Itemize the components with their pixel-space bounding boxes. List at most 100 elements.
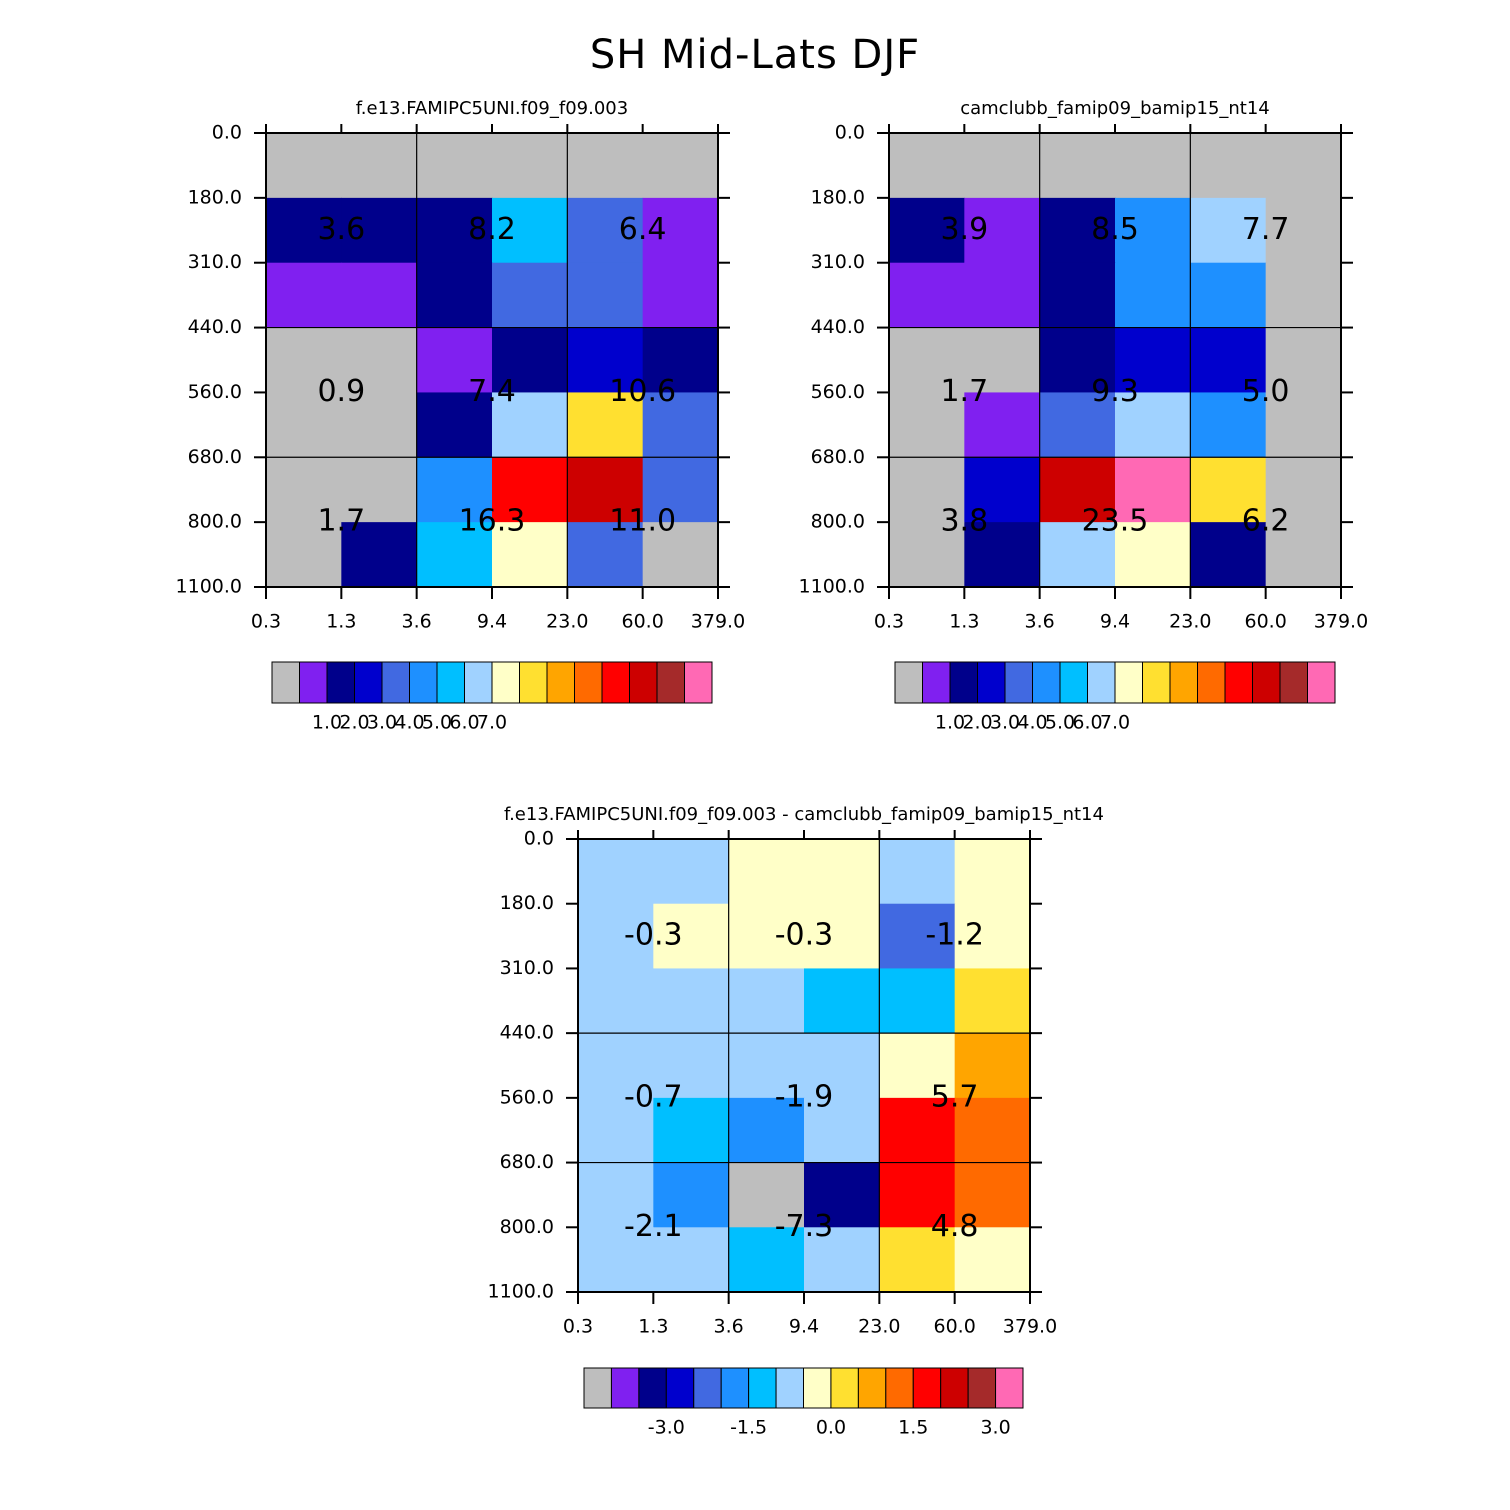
heatmap-cell <box>578 1097 654 1164</box>
heatmap-cell <box>567 133 644 199</box>
heatmap-cell <box>416 392 493 458</box>
heatmap-cell <box>964 133 1041 199</box>
colorbar-swatch <box>1059 661 1088 704</box>
colorbar-label: 1.5 <box>898 1417 928 1439</box>
colorbar-swatch <box>1142 661 1171 704</box>
heatmap-cell <box>642 522 719 588</box>
heatmap-cell <box>578 903 654 970</box>
heatmap-panel-2: 0.3 1.3 3.6 9.4 23.0 60.0 379.0 0.0 180.0 310.0 44… <box>799 98 1369 734</box>
heatmap-cell <box>341 262 418 329</box>
heatmap-cell <box>642 197 719 264</box>
y-tick-label: 180.0 <box>188 186 242 208</box>
heatmap-cell <box>341 133 418 199</box>
colorbar-swatch <box>775 1367 804 1409</box>
heatmap-cell <box>1039 327 1116 394</box>
y-tick-label: 560.0 <box>188 381 242 403</box>
heatmap-cell <box>964 392 1041 458</box>
colorbar-swatch <box>574 661 603 704</box>
colorbar-label: 1.0 <box>312 712 342 734</box>
heatmap-cell <box>653 1033 730 1099</box>
colorbar-label: 3.0 <box>990 712 1020 734</box>
heatmap-cell <box>964 197 1041 264</box>
cell-value-label: 5.0 <box>1242 374 1290 409</box>
colorbar-swatch <box>995 1367 1024 1409</box>
x-tick-label: 9.4 <box>789 1316 819 1338</box>
heatmap-cell <box>567 457 644 523</box>
heatmap-cell <box>341 522 418 588</box>
heatmap-cell <box>954 968 1031 1034</box>
colorbar-swatch <box>436 661 465 704</box>
heatmap-cell <box>954 1033 1031 1099</box>
heatmap-cell <box>728 839 805 905</box>
heatmap-cell <box>653 1162 730 1228</box>
y-tick-label: 1100.0 <box>799 576 865 598</box>
heatmap-cell <box>653 903 730 970</box>
heatmap-cell <box>804 903 880 970</box>
colorbar-swatch <box>491 661 520 704</box>
cell-value-label: 10.6 <box>609 374 676 409</box>
heatmap-cell <box>804 839 880 905</box>
colorbar-swatch <box>977 661 1006 704</box>
colorbar-swatch <box>1032 661 1061 704</box>
heatmap-cell <box>964 262 1041 329</box>
heatmap-cell <box>492 522 568 588</box>
heatmap-cell <box>1039 133 1116 199</box>
y-tick-label: 560.0 <box>500 1086 554 1108</box>
heatmap-cell <box>642 133 719 199</box>
heatmap-cell <box>416 262 493 329</box>
heatmap-cell <box>879 1227 956 1293</box>
heatmap-cell <box>728 1162 805 1228</box>
cell-value-label: 7.7 <box>1242 212 1290 247</box>
colorbar-swatch <box>464 661 493 704</box>
heatmap-cell <box>889 197 965 264</box>
colorbar-swatch <box>601 661 630 704</box>
colorbar-swatch <box>748 1367 777 1409</box>
y-tick-label: 0.0 <box>212 122 242 144</box>
colorbar-swatch <box>1114 661 1143 704</box>
heatmap-cell <box>728 968 805 1034</box>
colorbar-label: 7.0 <box>1100 712 1130 734</box>
heatmap-cell <box>1265 327 1342 394</box>
heatmap-cell <box>1265 133 1342 199</box>
heatmap-cell <box>728 1097 805 1164</box>
colorbar-swatch <box>381 661 410 704</box>
heatmap-cell <box>1265 262 1342 329</box>
heatmap-cell <box>879 1162 956 1228</box>
cell-value-label: -0.3 <box>775 918 834 953</box>
colorbar-swatch <box>629 661 658 704</box>
heatmap-cell <box>1265 392 1342 458</box>
heatmap-cell <box>1115 457 1191 523</box>
x-tick-label: 379.0 <box>1003 1316 1057 1338</box>
heatmap-cell <box>1190 392 1267 458</box>
y-tick-label: 180.0 <box>500 892 554 914</box>
y-tick-label: 440.0 <box>811 316 865 338</box>
colorbar-swatch <box>693 1367 722 1409</box>
cell-value-label: -1.2 <box>925 918 984 953</box>
heatmap-cell <box>879 1097 956 1164</box>
heatmap-cell <box>266 133 342 199</box>
y-tick-label: 800.0 <box>811 511 865 533</box>
colorbar-swatch <box>1197 661 1226 704</box>
colorbar-swatch <box>1252 661 1281 704</box>
heatmap-cell <box>1039 262 1116 329</box>
cell-value-label: 0.9 <box>317 374 365 409</box>
colorbar-swatch <box>665 1367 695 1409</box>
colorbar-swatch <box>940 1367 969 1409</box>
cell-value-label: 1.7 <box>317 504 365 539</box>
x-tick-label: 23.0 <box>858 1316 900 1338</box>
colorbar-label: 3.0 <box>980 1417 1010 1439</box>
heatmap-cell <box>804 1227 880 1293</box>
colorbar-swatch <box>519 661 548 704</box>
heatmap-cell <box>266 392 342 458</box>
heatmap-cell <box>804 968 880 1034</box>
heatmap-cell <box>653 1227 730 1293</box>
colorbar-swatch <box>656 661 685 704</box>
heatmap-cell <box>1115 522 1191 588</box>
heatmap-cell <box>1190 133 1267 199</box>
heatmap-cell <box>341 327 418 394</box>
colorbar-swatch <box>354 661 383 704</box>
heatmap-cell <box>1190 522 1267 588</box>
x-tick-label: 0.3 <box>874 611 904 633</box>
heatmap-cell <box>889 262 965 329</box>
heatmap-cell <box>964 457 1041 523</box>
